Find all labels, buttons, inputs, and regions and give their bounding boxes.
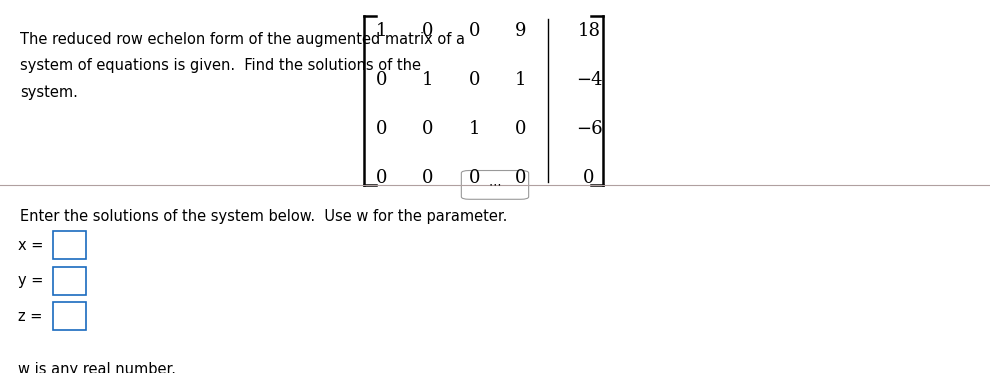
Text: 0: 0: [515, 120, 527, 138]
Text: 0: 0: [468, 169, 480, 187]
Text: system.: system.: [20, 85, 77, 100]
Text: 0: 0: [468, 22, 480, 40]
Text: system of equations is given.  Find the solutions of the: system of equations is given. Find the s…: [20, 59, 421, 73]
Text: 0: 0: [515, 169, 527, 187]
Text: 1: 1: [375, 22, 387, 40]
Text: 1: 1: [422, 71, 434, 89]
Text: 0: 0: [375, 169, 387, 187]
Text: 0: 0: [468, 71, 480, 89]
Text: Enter the solutions of the system below.  Use w for the parameter.: Enter the solutions of the system below.…: [20, 209, 507, 223]
Text: 0: 0: [375, 71, 387, 89]
Text: w is any real number.: w is any real number.: [18, 362, 176, 373]
Text: 1: 1: [515, 71, 527, 89]
Text: 0: 0: [422, 169, 434, 187]
Text: 0: 0: [422, 120, 434, 138]
Text: −4: −4: [576, 71, 602, 89]
Text: 0: 0: [375, 120, 387, 138]
Text: 0: 0: [583, 169, 595, 187]
Text: −6: −6: [576, 120, 602, 138]
Text: 0: 0: [422, 22, 434, 40]
Text: 1: 1: [468, 120, 480, 138]
Text: 9: 9: [515, 22, 527, 40]
FancyBboxPatch shape: [53, 302, 86, 330]
FancyBboxPatch shape: [53, 267, 86, 295]
Text: x =: x =: [18, 238, 44, 253]
Text: z =: z =: [18, 308, 43, 323]
Text: ⋯: ⋯: [489, 178, 501, 191]
Text: y =: y =: [18, 273, 44, 288]
Text: The reduced row echelon form of the augmented matrix of a: The reduced row echelon form of the augm…: [20, 32, 464, 47]
Text: 18: 18: [577, 22, 601, 40]
FancyBboxPatch shape: [461, 170, 529, 199]
FancyBboxPatch shape: [53, 231, 86, 259]
